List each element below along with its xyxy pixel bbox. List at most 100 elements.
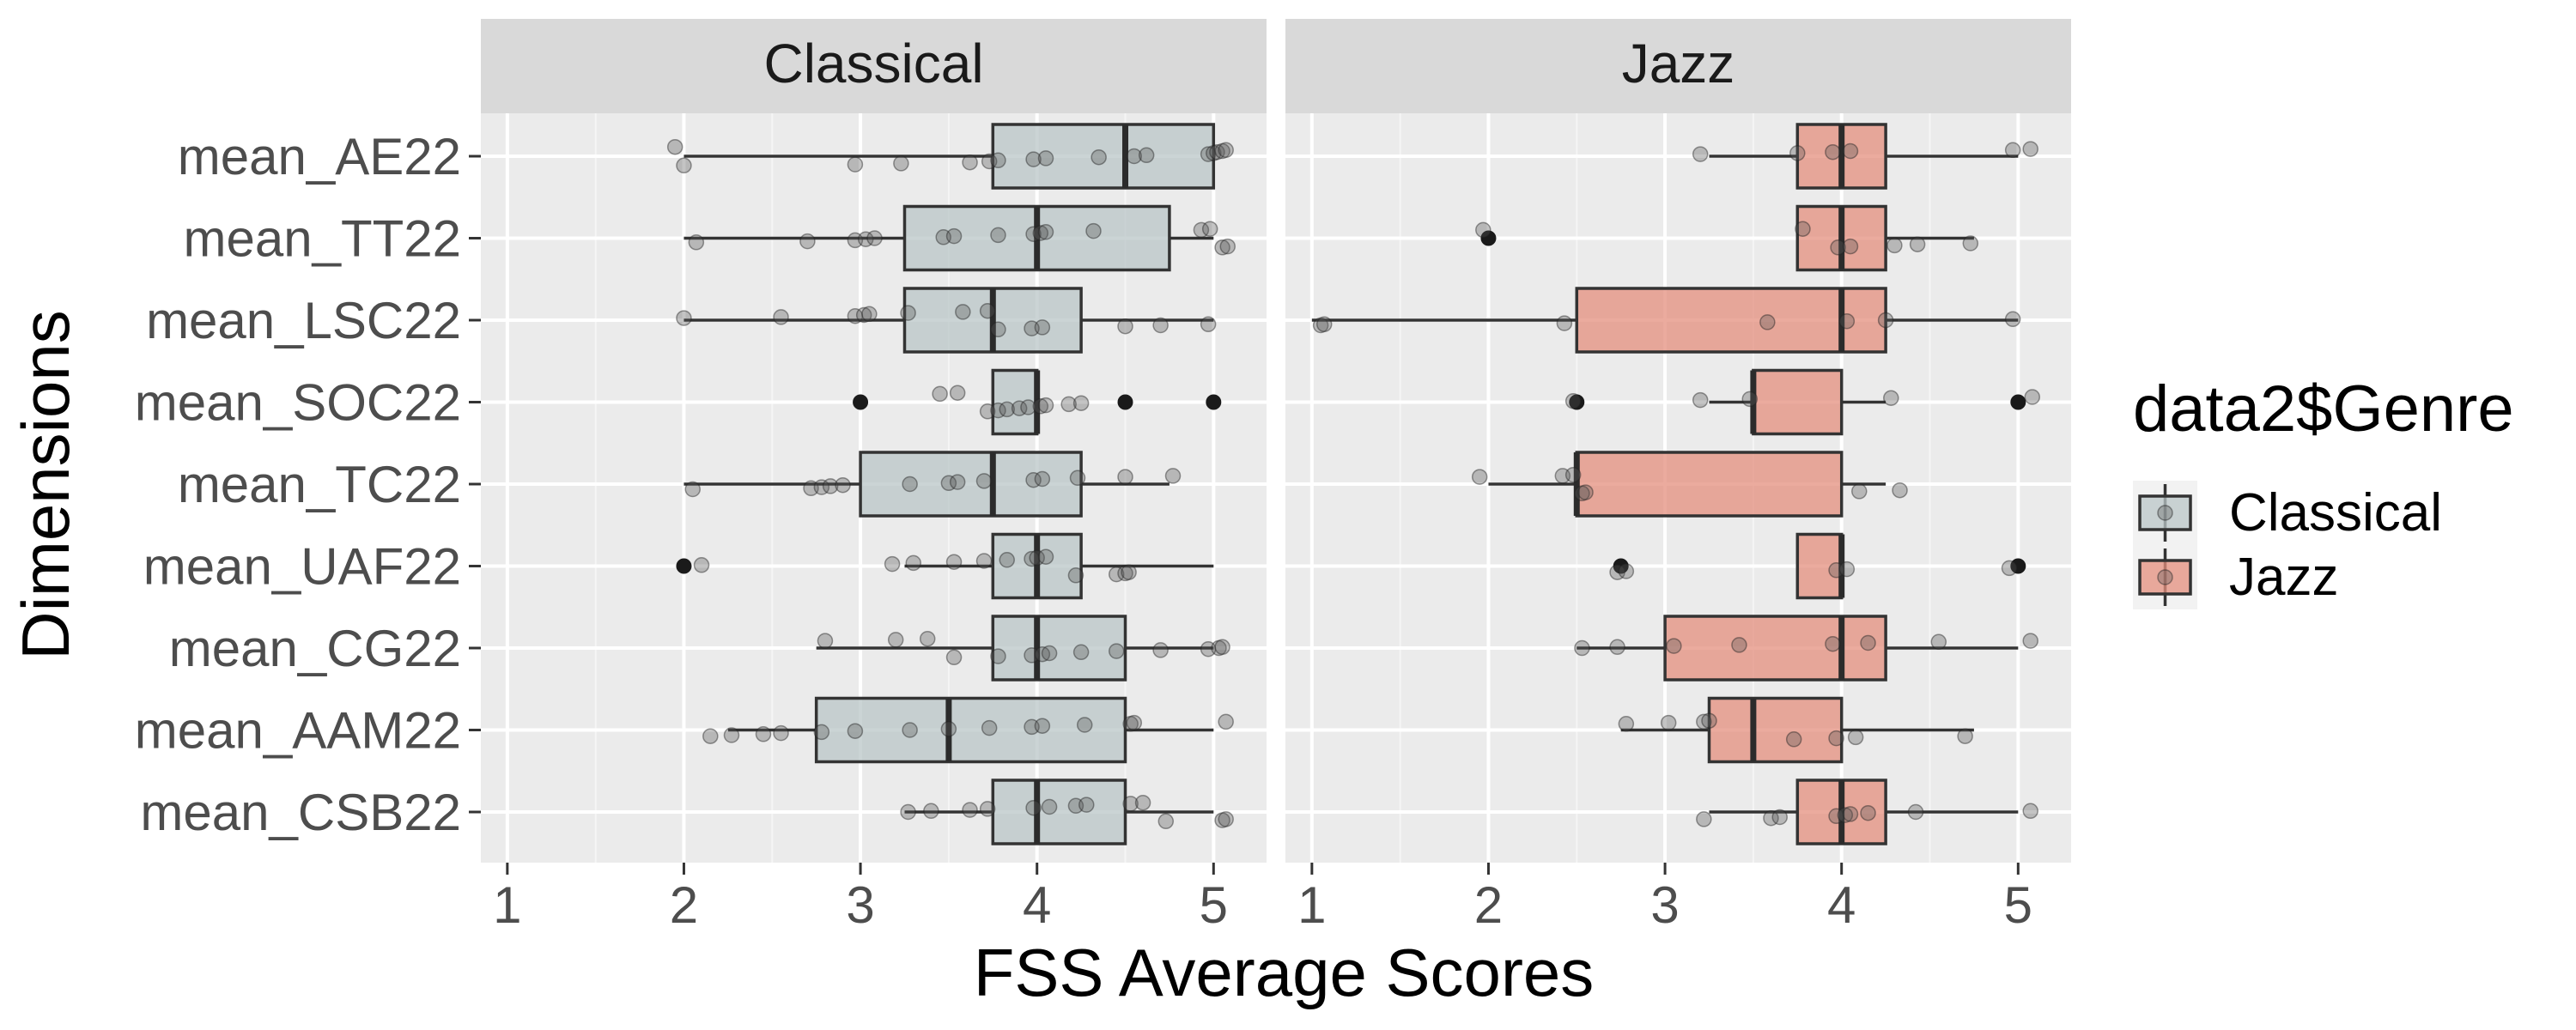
jitter-point bbox=[1024, 550, 1040, 567]
jitter-point bbox=[822, 478, 839, 494]
jitter-point bbox=[1117, 469, 1133, 485]
jitter-point bbox=[1218, 713, 1234, 730]
jitter-point bbox=[940, 475, 957, 492]
outlier-point bbox=[2010, 558, 2026, 574]
jitter-point bbox=[1200, 146, 1217, 162]
box-iqr bbox=[991, 615, 1127, 682]
outlier-point bbox=[676, 558, 692, 574]
jitter-point bbox=[1200, 640, 1217, 657]
jitter-point bbox=[1024, 647, 1040, 663]
jitter-point bbox=[975, 473, 993, 489]
jitter-point bbox=[1554, 468, 1571, 484]
panel-classical: Classical bbox=[481, 19, 1267, 863]
jitter-point bbox=[1108, 643, 1125, 659]
jitter-point bbox=[1126, 714, 1143, 731]
box-jazz-mean-soc22 bbox=[1569, 368, 2026, 436]
box-iqr bbox=[1752, 368, 1844, 436]
y-axis-title: Dimensions bbox=[8, 310, 83, 659]
jitter-point bbox=[1157, 813, 1175, 830]
outlier-point bbox=[1117, 394, 1133, 410]
jitter-point bbox=[1842, 806, 1859, 822]
box-classical-mean-tc22 bbox=[683, 451, 1170, 518]
jitter-point bbox=[945, 227, 963, 245]
x-tick-label: 3 bbox=[846, 876, 874, 934]
jitter-point bbox=[1032, 398, 1049, 415]
jitter-point bbox=[1152, 317, 1169, 334]
jitter-point bbox=[1034, 319, 1051, 336]
jitter-point bbox=[857, 231, 874, 247]
jitter-point bbox=[1830, 239, 1846, 256]
jitter-point bbox=[1201, 221, 1218, 237]
jitter-point bbox=[847, 307, 864, 324]
jitter-point bbox=[1209, 143, 1225, 161]
x-tick-label: 2 bbox=[1474, 876, 1503, 934]
jitter-point bbox=[1838, 560, 1856, 578]
panels-layer: Classical Jazz bbox=[481, 19, 2071, 863]
jitter-point bbox=[1032, 225, 1049, 241]
outlier-point bbox=[2010, 394, 2026, 410]
panel-jazz: Jazz bbox=[1285, 19, 2071, 863]
jitter-point bbox=[940, 721, 957, 737]
jitter-point bbox=[1475, 221, 1492, 239]
jitter-point bbox=[1214, 239, 1230, 256]
jitter-point bbox=[847, 723, 864, 739]
jitter-point bbox=[799, 233, 816, 250]
box-jazz-mean-csb22 bbox=[1709, 779, 2019, 845]
jitter-point bbox=[990, 402, 1006, 419]
jitter-point bbox=[1759, 314, 1776, 330]
jitter-point bbox=[1618, 716, 1635, 732]
jitter-point bbox=[1060, 396, 1077, 413]
jitter-point bbox=[1085, 222, 1102, 239]
jitter-point bbox=[1011, 400, 1028, 416]
jitter-point bbox=[990, 648, 1006, 664]
box-iqr bbox=[1707, 696, 1844, 764]
jitter-point bbox=[1851, 483, 1868, 500]
box-classical-mean-soc22 bbox=[853, 368, 1222, 436]
jitter-point bbox=[1618, 563, 1635, 579]
jitter-point bbox=[1029, 549, 1045, 566]
legend-key-jazz bbox=[2133, 545, 2197, 609]
box-jazz-mean-tt22 bbox=[1480, 204, 1974, 272]
jitter-point bbox=[1838, 312, 1856, 330]
outlier-point bbox=[853, 394, 869, 410]
jitter-point bbox=[1108, 566, 1125, 583]
box-classical-mean-csb22 bbox=[904, 779, 1214, 845]
jitter-point bbox=[1037, 548, 1054, 565]
box-jazz-mean-lsc22 bbox=[1311, 287, 2019, 354]
jitter-point bbox=[1218, 811, 1234, 827]
facet-strip-classical bbox=[481, 19, 1267, 113]
jitter-point bbox=[900, 305, 916, 321]
box-iqr bbox=[1575, 451, 1844, 518]
jitter-point bbox=[1696, 811, 1712, 827]
jitter-point bbox=[1072, 395, 1090, 411]
box-iqr bbox=[991, 123, 1216, 190]
jitter-point bbox=[1883, 390, 1899, 406]
jitter-point bbox=[1206, 145, 1222, 161]
jitter-point bbox=[1692, 391, 1709, 409]
jitter-point bbox=[1771, 809, 1788, 826]
jitter-point bbox=[975, 553, 993, 569]
box-classical-mean-tt22 bbox=[683, 204, 1214, 272]
jitter-point bbox=[1214, 639, 1230, 656]
box-classical-mean-aam22 bbox=[727, 696, 1214, 764]
jitter-point bbox=[1214, 142, 1230, 160]
x-tick-label: 4 bbox=[1827, 876, 1856, 934]
jitter-point bbox=[1842, 238, 1859, 255]
jitter-point bbox=[861, 306, 878, 323]
jitter-point bbox=[1789, 145, 1806, 161]
jitter-point bbox=[1117, 565, 1133, 582]
jitter-point bbox=[1892, 482, 1908, 499]
box-jazz-mean-ae22 bbox=[1709, 123, 2019, 190]
jitter-point bbox=[1078, 797, 1095, 813]
jitter-point bbox=[2024, 389, 2041, 405]
jitter-point bbox=[2004, 311, 2021, 328]
jitter-point bbox=[1024, 320, 1040, 336]
box-iqr bbox=[991, 779, 1127, 845]
jitter-point bbox=[803, 480, 819, 497]
jitter-point bbox=[1024, 718, 1040, 736]
x-tick-label: 5 bbox=[1200, 876, 1228, 934]
jitter-point bbox=[999, 552, 1015, 568]
jitter-point bbox=[1037, 397, 1054, 414]
x-axis: 1 2 3 4 5 1 2 3 4 5 bbox=[493, 863, 2032, 934]
jitter-point bbox=[1692, 146, 1709, 162]
